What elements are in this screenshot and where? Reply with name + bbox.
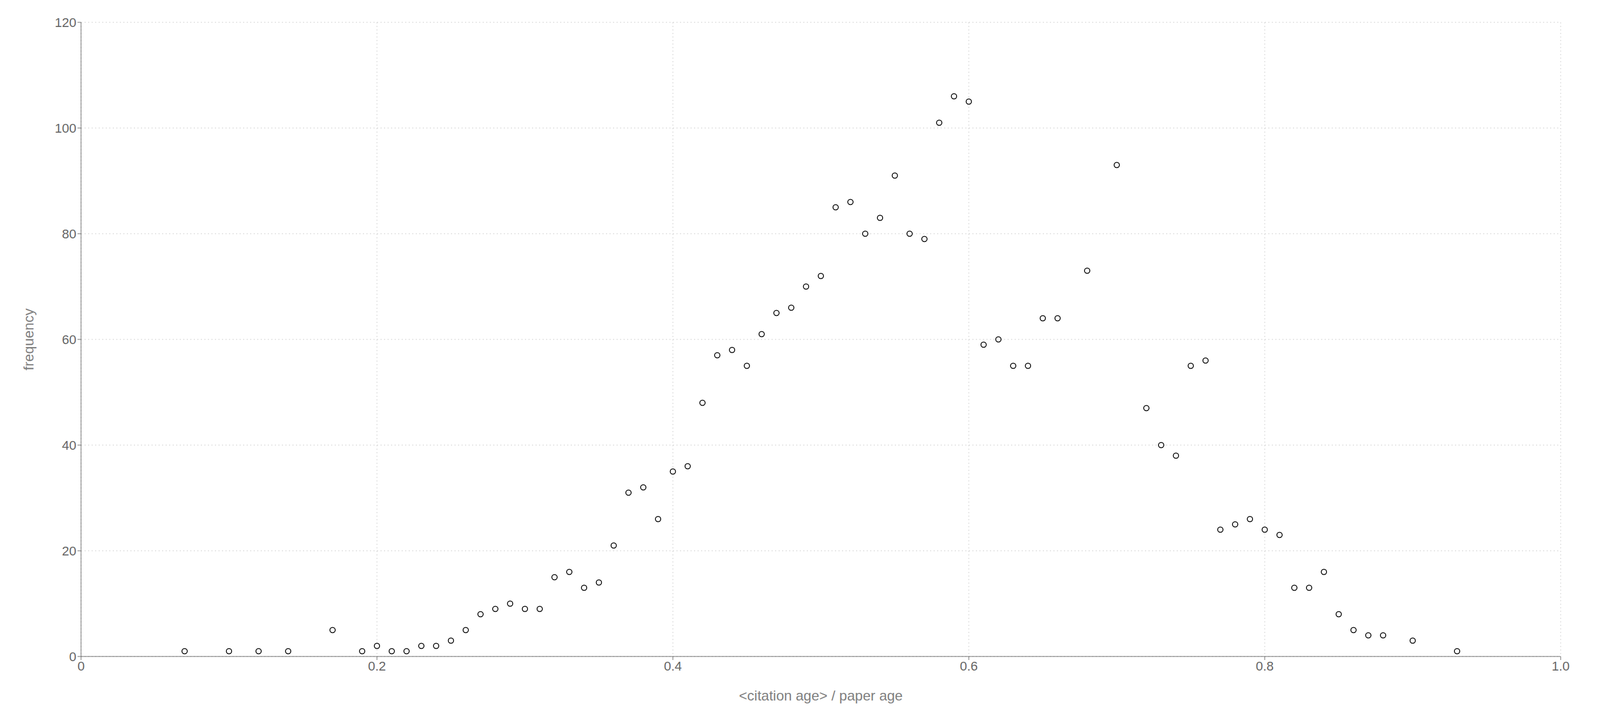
svg-text:20: 20 <box>62 543 77 559</box>
svg-text:80: 80 <box>62 226 77 242</box>
svg-text:frequency: frequency <box>20 308 37 370</box>
svg-text:0: 0 <box>77 658 85 674</box>
svg-text:120: 120 <box>54 15 77 30</box>
svg-text:0.2: 0.2 <box>368 658 387 674</box>
svg-text:0.6: 0.6 <box>960 658 979 674</box>
svg-text:0.8: 0.8 <box>1255 658 1275 674</box>
svg-text:1.0: 1.0 <box>1551 658 1571 674</box>
svg-text:<citation age> / paper age: <citation age> / paper age <box>739 687 904 704</box>
svg-text:0.4: 0.4 <box>664 658 683 674</box>
svg-text:40: 40 <box>62 438 77 453</box>
svg-text:0: 0 <box>69 649 77 665</box>
svg-text:100: 100 <box>54 120 77 136</box>
svg-text:60: 60 <box>62 332 77 348</box>
